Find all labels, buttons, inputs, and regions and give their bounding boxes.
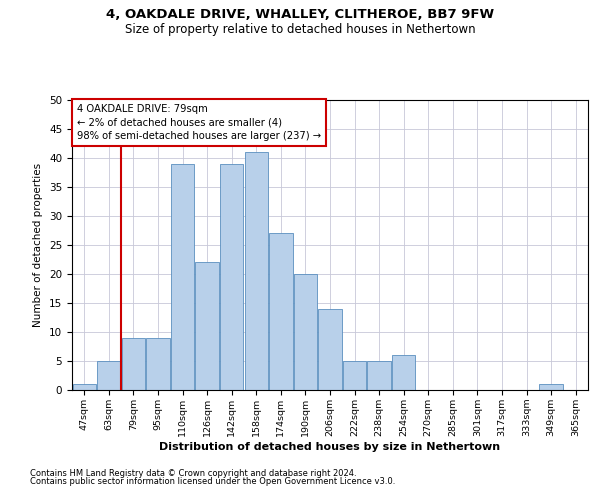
Text: Distribution of detached houses by size in Nethertown: Distribution of detached houses by size … [160,442,500,452]
Bar [319,309,341,390]
Bar [343,361,366,390]
Bar [171,164,194,390]
Bar [245,152,268,390]
Text: Contains public sector information licensed under the Open Government Licence v3: Contains public sector information licen… [30,477,395,486]
Bar [294,274,317,390]
Text: Size of property relative to detached houses in Nethertown: Size of property relative to detached ho… [125,22,475,36]
Bar [269,234,293,390]
Bar [146,338,170,390]
Bar [97,361,121,390]
Bar [220,164,244,390]
Text: Contains HM Land Registry data © Crown copyright and database right 2024.: Contains HM Land Registry data © Crown c… [30,468,356,477]
Bar [73,384,96,390]
Text: 4 OAKDALE DRIVE: 79sqm
← 2% of detached houses are smaller (4)
98% of semi-detac: 4 OAKDALE DRIVE: 79sqm ← 2% of detached … [77,104,321,141]
Bar [392,355,415,390]
Text: 4, OAKDALE DRIVE, WHALLEY, CLITHEROE, BB7 9FW: 4, OAKDALE DRIVE, WHALLEY, CLITHEROE, BB… [106,8,494,20]
Bar [539,384,563,390]
Bar [196,262,219,390]
Bar [122,338,145,390]
Y-axis label: Number of detached properties: Number of detached properties [34,163,43,327]
Bar [367,361,391,390]
